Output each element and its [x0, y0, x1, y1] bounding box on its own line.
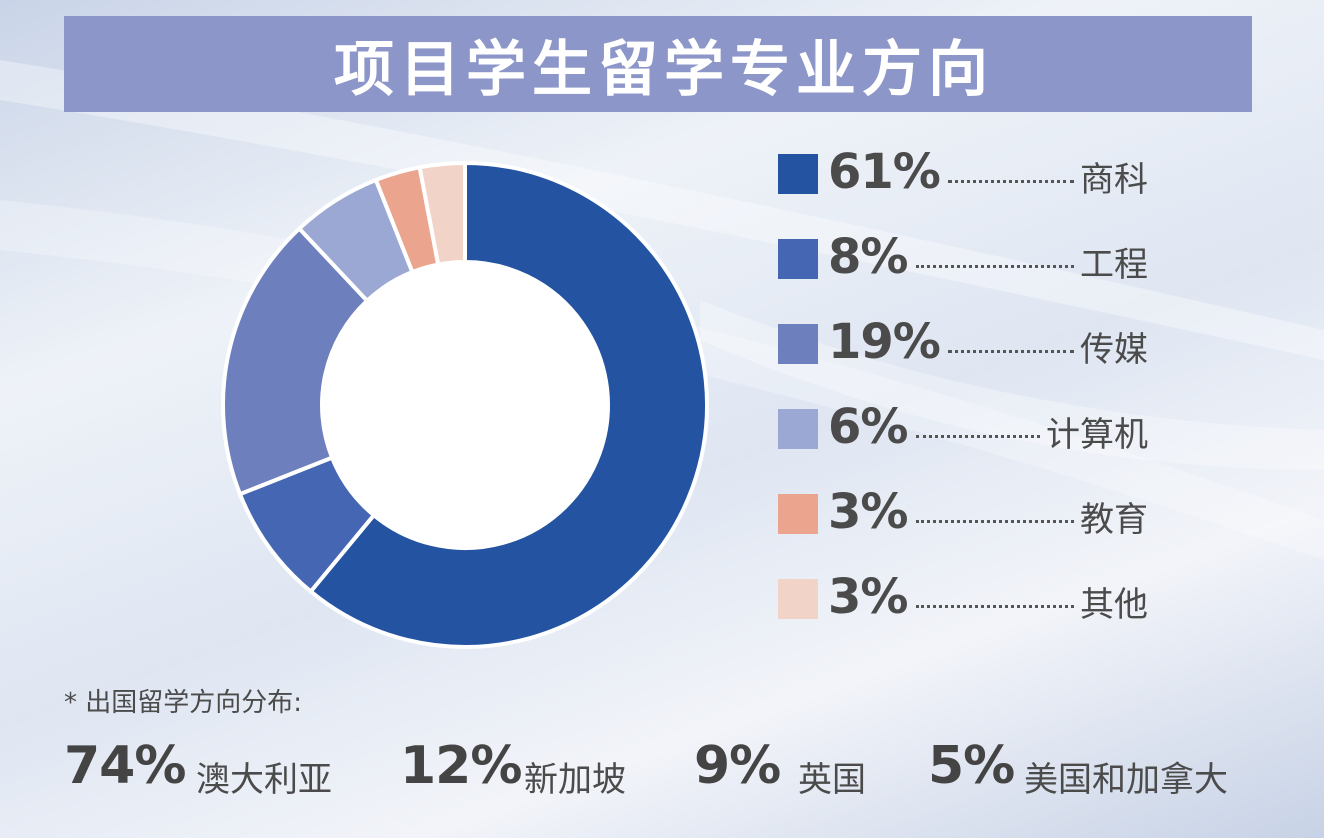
- legend-label: 教育: [1080, 500, 1148, 540]
- legend-item: 8% 工程: [778, 225, 1158, 285]
- legend-item: 61% 商科: [778, 140, 1158, 200]
- destination-name: 美国和加拿大: [1024, 760, 1228, 800]
- donut-slice-商科: [307, 160, 709, 649]
- legend-item: 3% 其他: [778, 565, 1158, 625]
- legend-percent: 3%: [828, 569, 908, 625]
- title-bar: 项目学生留学专业方向: [64, 16, 1252, 112]
- legend-swatch: [778, 409, 818, 449]
- legend-leader-dots: [915, 605, 1074, 608]
- legend-label: 传媒: [1080, 330, 1148, 370]
- legend-swatch: [778, 579, 818, 619]
- legend-leader-dots: [915, 520, 1074, 523]
- legend-percent: 19%: [828, 314, 941, 370]
- legend-swatch: [778, 324, 818, 364]
- legend-percent: 61%: [828, 144, 941, 200]
- legend-leader-dots: [947, 350, 1074, 353]
- donut-slice-传媒: [221, 225, 370, 497]
- destination-percent: 12%: [400, 736, 522, 796]
- legend-label: 工程: [1080, 245, 1148, 285]
- destination-percent: 74%: [64, 736, 186, 796]
- destination-name: 澳大利亚: [196, 760, 332, 800]
- destination-name: 新加坡: [524, 760, 626, 800]
- legend-leader-dots: [947, 180, 1074, 183]
- legend-swatch: [778, 239, 818, 279]
- legend-item: 6% 计算机: [778, 395, 1158, 455]
- destination-percent: 9%: [694, 736, 781, 796]
- destination-note: * 出国留学方向分布:: [64, 688, 303, 718]
- legend-leader-dots: [915, 435, 1040, 438]
- destination-percent: 5%: [928, 736, 1015, 796]
- destination-name: 英国: [798, 760, 866, 800]
- donut-chart: [221, 160, 709, 649]
- legend-percent: 3%: [828, 484, 908, 540]
- legend-swatch: [778, 494, 818, 534]
- legend-label: 其他: [1080, 585, 1148, 625]
- chart-title: 项目学生留学专业方向: [334, 34, 994, 105]
- legend-swatch: [778, 154, 818, 194]
- legend-percent: 6%: [828, 399, 908, 455]
- legend-leader-dots: [915, 265, 1074, 268]
- legend-item: 3% 教育: [778, 480, 1158, 540]
- legend-label: 计算机: [1046, 415, 1148, 455]
- legend-item: 19% 传媒: [778, 310, 1158, 370]
- legend-percent: 8%: [828, 229, 908, 285]
- donut-hole: [324, 264, 606, 546]
- legend-label: 商科: [1080, 160, 1148, 200]
- donut-slice-其他: [417, 160, 467, 267]
